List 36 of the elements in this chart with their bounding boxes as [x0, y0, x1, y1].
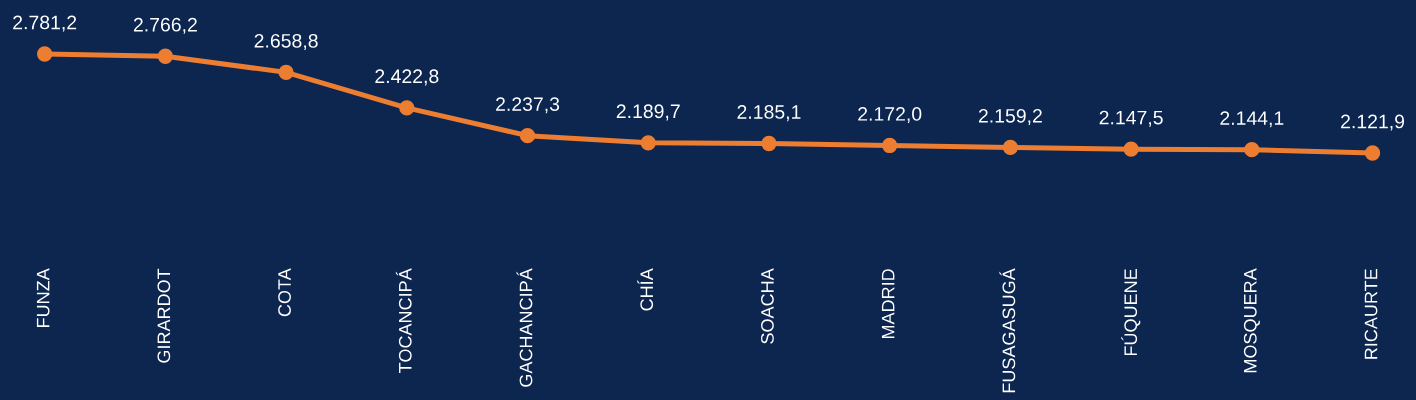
x-tick-label: CHÍA — [637, 268, 654, 311]
data-label: 2.172,0 — [858, 107, 922, 124]
x-tick-label: SOACHA — [761, 268, 774, 344]
x-tick-label: FÚQUENE — [1121, 269, 1141, 356]
data-label: 2.422,8 — [375, 69, 439, 86]
x-tick-label: FUSAGASUGÁ — [999, 268, 1016, 393]
data-label: 2.189,7 — [616, 104, 680, 121]
x-tick-label: GACHANCIPÁ — [516, 268, 533, 387]
x-tick-label: GIRARDOT — [157, 268, 171, 363]
x-tick-label: COTA — [278, 268, 291, 317]
x-tick-label: MADRID — [881, 269, 895, 339]
point — [1002, 139, 1019, 156]
data-label: 2.144,1 — [1220, 111, 1284, 128]
data-label: 2.658,8 — [254, 33, 318, 50]
point — [399, 100, 415, 116]
data-label: 2.147,5 — [1099, 110, 1163, 127]
point — [761, 135, 777, 152]
point — [157, 48, 174, 64]
data-label: 2.121,9 — [1341, 114, 1405, 131]
x-tick-label: RICAURTE — [1364, 269, 1378, 359]
x-tick-label: TOCANCIPÁ — [395, 268, 412, 373]
x-tick-label: FUNZA — [36, 268, 50, 327]
data-label: 2.159,2 — [978, 108, 1042, 126]
point — [37, 46, 53, 62]
data-label: 2.237,3 — [496, 97, 560, 114]
point — [278, 64, 294, 81]
point — [1123, 141, 1139, 157]
x-tick-label: MOSQUERA — [1243, 268, 1260, 373]
point — [882, 137, 898, 154]
point — [1244, 142, 1260, 158]
data-label: 2.185,1 — [737, 105, 801, 122]
data-label: 2.766,2 — [133, 17, 197, 34]
point — [1364, 145, 1381, 161]
data-label: 2.781,2 — [13, 15, 77, 32]
point — [519, 128, 536, 144]
point — [640, 135, 656, 151]
